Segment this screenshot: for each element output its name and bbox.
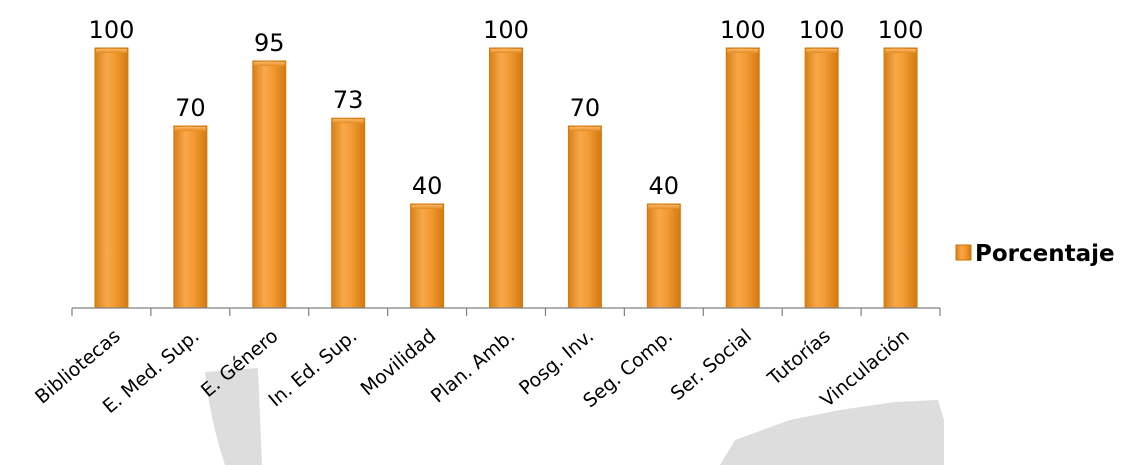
bar-top-3 <box>332 119 364 124</box>
bar-3 <box>331 117 366 309</box>
bar-9 <box>804 47 839 309</box>
bar-7 <box>646 203 681 309</box>
x-tick-label-9: Tutorías <box>763 325 835 390</box>
bar-5 <box>489 47 523 309</box>
x-axis-ticks <box>71 308 941 316</box>
data-label-7: 40 <box>649 172 680 200</box>
bar-top-7 <box>648 205 680 209</box>
data-label-4: 40 <box>412 172 443 200</box>
x-tick-label-6: Posg. Inv. <box>515 325 598 400</box>
background-shape-left <box>205 368 262 465</box>
x-tick-label-5: Plan. Amb. <box>427 325 519 407</box>
bar-10 <box>883 47 918 309</box>
bar-top-2 <box>253 62 285 66</box>
bar-4 <box>410 203 445 309</box>
data-label-3: 73 <box>333 86 364 114</box>
data-labels-group: 100 70 95 73 40 100 70 40 100 100 100 <box>89 16 924 200</box>
data-label-2: 95 <box>254 29 285 57</box>
data-label-8: 100 <box>720 16 766 44</box>
bar-top-6 <box>569 127 601 131</box>
background-shape-right <box>720 400 944 465</box>
bar-top-4 <box>411 205 443 209</box>
bar-top-5 <box>490 49 522 53</box>
bar-top-9 <box>806 49 838 53</box>
bar-top-0 <box>95 49 127 53</box>
data-label-10: 100 <box>878 16 924 44</box>
data-label-6: 70 <box>570 94 601 122</box>
bar-top-10 <box>885 49 917 53</box>
legend-swatch <box>955 244 972 261</box>
bar-top-8 <box>727 49 759 53</box>
bar-2 <box>252 60 287 309</box>
data-label-0: 100 <box>89 16 135 44</box>
legend: Porcentaje <box>955 241 1115 267</box>
legend-label: Porcentaje <box>975 241 1115 267</box>
bar-6 <box>567 125 602 309</box>
bar-0 <box>94 47 129 309</box>
data-label-1: 70 <box>175 94 206 122</box>
data-label-5: 100 <box>483 16 529 44</box>
x-tick-label-8: Ser. Social <box>667 325 756 405</box>
bar-8 <box>725 47 760 309</box>
bar-top-1 <box>174 127 206 131</box>
data-label-9: 100 <box>799 16 845 44</box>
bars-group <box>94 47 918 309</box>
bar-1 <box>173 125 208 309</box>
